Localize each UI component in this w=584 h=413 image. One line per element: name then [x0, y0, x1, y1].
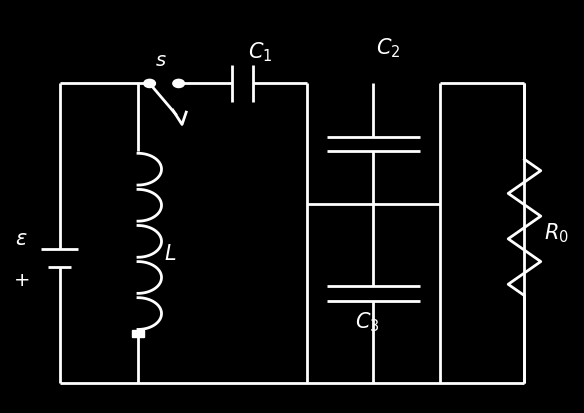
Text: $R_0$: $R_0$: [544, 221, 569, 245]
Text: $C_3$: $C_3$: [355, 311, 380, 334]
Text: $C_1$: $C_1$: [248, 41, 272, 64]
Text: $s$: $s$: [155, 52, 167, 70]
Text: $\varepsilon$: $\varepsilon$: [15, 230, 28, 249]
Text: $C_2$: $C_2$: [376, 37, 400, 60]
Circle shape: [173, 79, 185, 88]
Bar: [131, 330, 144, 337]
Text: $L$: $L$: [164, 244, 176, 263]
Text: +: +: [13, 271, 30, 290]
Circle shape: [144, 79, 155, 88]
